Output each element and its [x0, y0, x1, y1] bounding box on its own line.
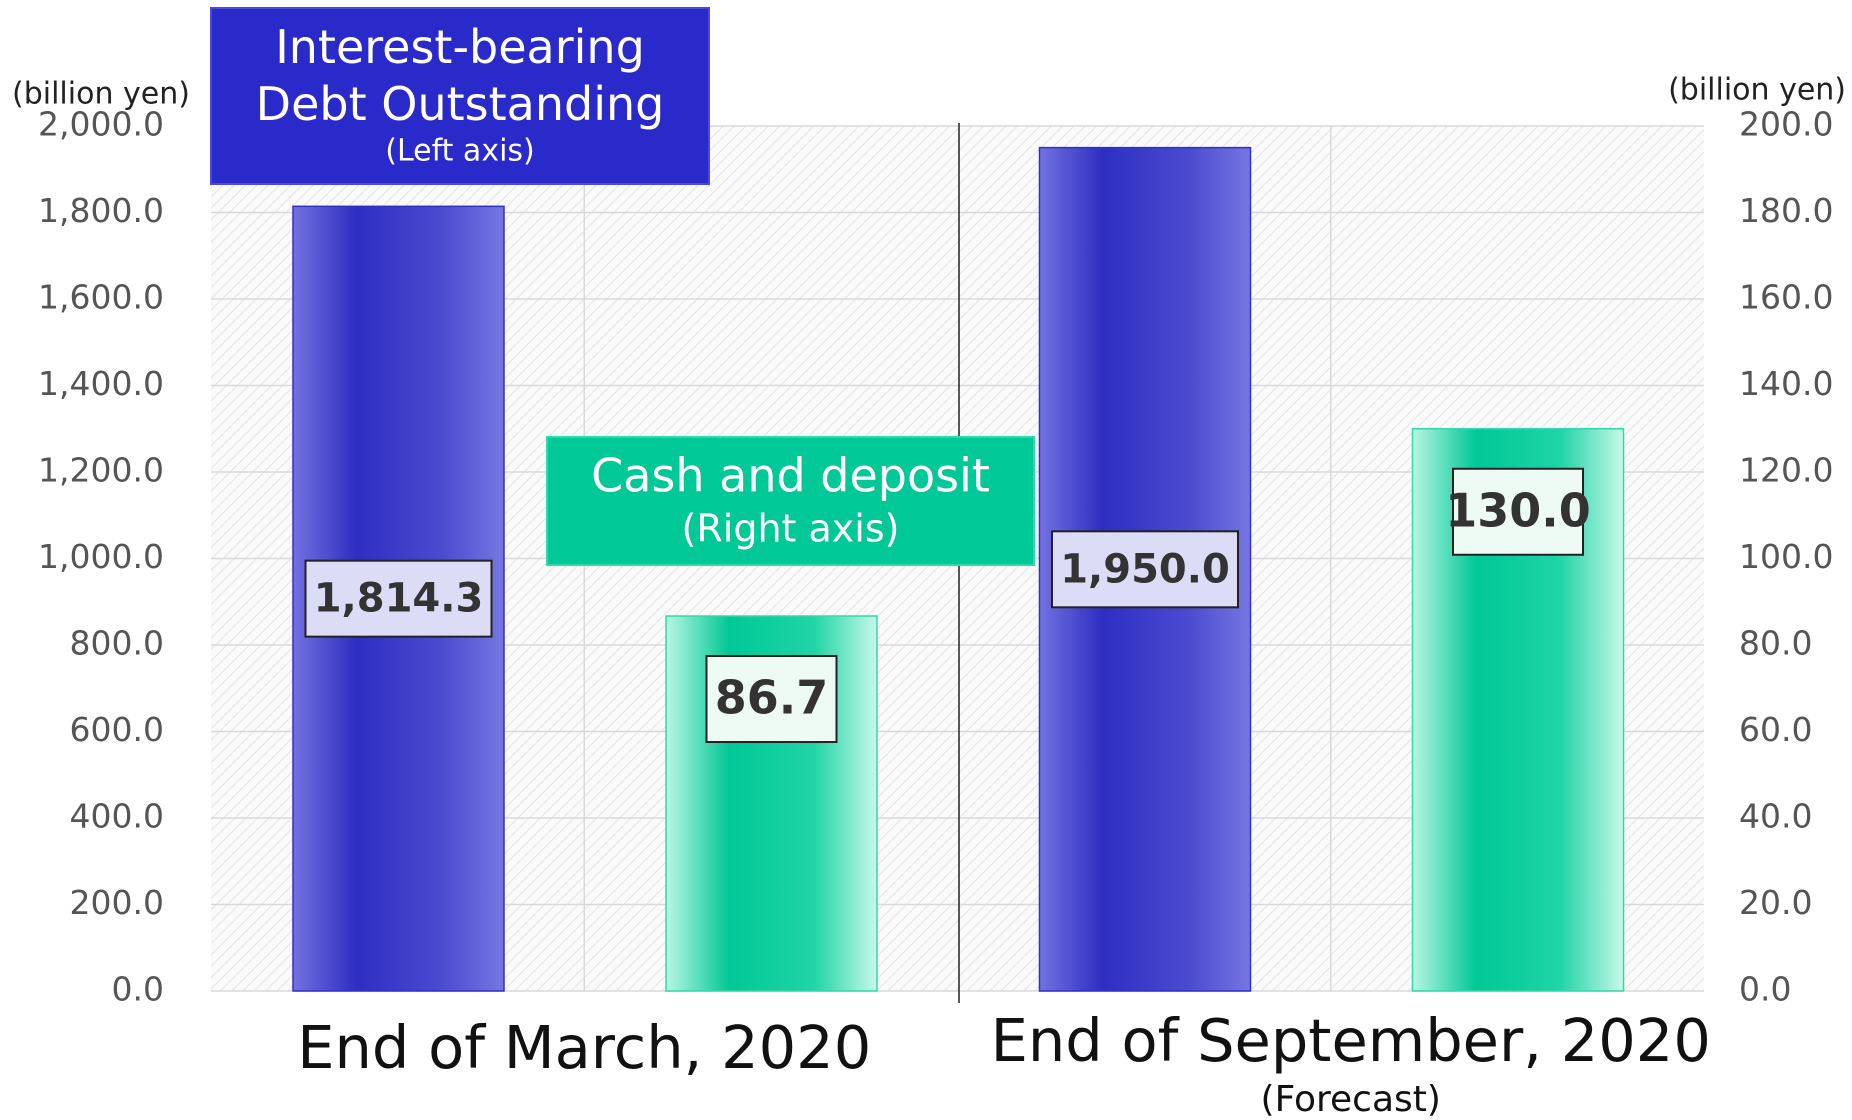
- y-tick-label: 0.0: [112, 970, 164, 1009]
- y2-axis-label: (billion yen): [1668, 73, 1846, 108]
- y2-tick-label: 100.0: [1739, 537, 1833, 576]
- data-label: 86.7: [715, 671, 829, 725]
- data-label-box: [705, 655, 838, 744]
- y2-tick-label: 120.0: [1739, 451, 1833, 490]
- legend-note: (Left axis): [385, 134, 535, 169]
- x-tick-label: End of September, 2020: [991, 1006, 1711, 1075]
- y2-tick-label: 0.0: [1739, 970, 1791, 1009]
- y2-tick-label: 60.0: [1739, 710, 1812, 749]
- legend-box: [210, 7, 710, 185]
- y2-tick-label: 80.0: [1739, 624, 1812, 663]
- y-tick-label: 1,800.0: [38, 191, 164, 230]
- y-tick-label: 400.0: [70, 797, 164, 836]
- y-tick-label: 1,000.0: [38, 537, 164, 576]
- y-tick-label: 1,200.0: [38, 451, 164, 490]
- y2-tick-label: 140.0: [1739, 364, 1833, 403]
- y2-tick-label: 20.0: [1739, 883, 1812, 922]
- legend-label: Cash and deposit: [591, 449, 990, 503]
- y-tick-label: 1,400.0: [38, 364, 164, 403]
- y2-tick-label: 160.0: [1739, 278, 1833, 317]
- y-tick-label: 2,000.0: [38, 105, 164, 144]
- y2-tick-label: 180.0: [1739, 191, 1833, 230]
- data-label-box: [1051, 530, 1239, 609]
- y2-tick-label: 40.0: [1739, 797, 1812, 836]
- data-label: 130.0: [1445, 483, 1591, 537]
- data-label-box: [1452, 467, 1584, 556]
- y-axis-label: (billion yen): [12, 77, 190, 112]
- x-tick-note: (Forecast): [1261, 1079, 1441, 1116]
- legend-note: (Right axis): [682, 507, 900, 551]
- data-label: 1,950.0: [1060, 546, 1230, 592]
- legend-label: Interest-bearing Debt Outstanding: [256, 20, 665, 131]
- y-tick-label: 600.0: [70, 710, 164, 749]
- data-label-box: [304, 559, 493, 638]
- data-label: 1,814.3: [314, 576, 484, 622]
- legend-box: [546, 436, 1035, 566]
- y2-tick-label: 200.0: [1739, 105, 1833, 144]
- y-tick-label: 800.0: [70, 624, 164, 663]
- y-tick-label: 1,600.0: [38, 278, 164, 317]
- x-tick-label: End of March, 2020: [297, 1013, 871, 1082]
- y-tick-label: 200.0: [70, 883, 164, 922]
